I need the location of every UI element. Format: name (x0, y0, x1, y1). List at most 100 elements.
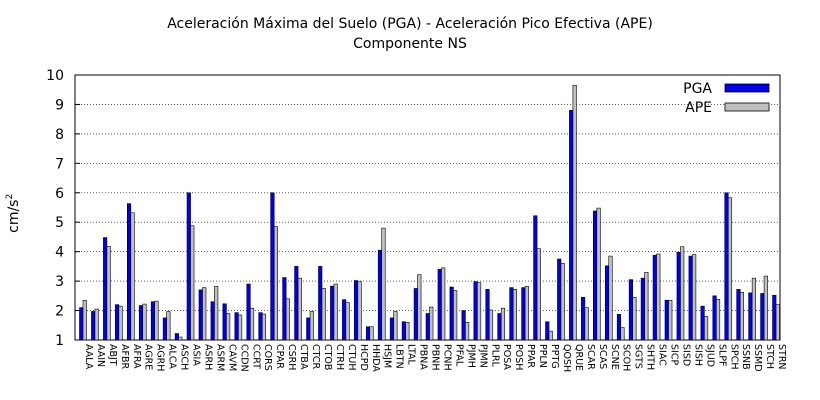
x-tick-label: CTUH (346, 344, 357, 371)
bar-ape-scar (584, 307, 589, 341)
x-tick-label: SIAC (657, 344, 668, 366)
bar-ape-ssnb (739, 291, 745, 341)
bar-ape-afra (130, 212, 135, 341)
x-tick-label: CTRH (334, 344, 345, 370)
bar-pga-posa (497, 313, 502, 341)
x-tick-label: CTCR (310, 344, 321, 370)
y-tick-label: 7 (55, 156, 64, 172)
x-tick-label: ASCH (179, 344, 190, 370)
x-tick-label: AFBR (119, 344, 130, 369)
x-tick-label: CSRH (286, 344, 297, 370)
bar-ape-slpf (716, 299, 721, 341)
x-tick-label: CORS (262, 344, 273, 371)
bar-pga-spch (724, 192, 729, 341)
bar-pga-cpar (270, 192, 275, 341)
x-tick-label: SHTH (645, 344, 656, 370)
bar-pga-pbna (413, 288, 418, 341)
bar-pga-aala (79, 307, 84, 341)
bar-pga-csrh (282, 277, 287, 341)
bar-ape-agrh (154, 300, 159, 341)
bar-ape-aala (82, 299, 87, 341)
y-tick-label: 4 (55, 245, 64, 261)
bar-ape-sicp (668, 299, 673, 341)
x-tick-label: ASRM (214, 344, 225, 371)
bar-pga-ltal (401, 321, 406, 341)
bar-ape-ccrt (249, 307, 255, 341)
x-tick-label: CPAR (274, 344, 285, 369)
bar-pga-ctuh (342, 299, 347, 341)
bar-ape-asch (178, 336, 183, 341)
bar-pga-posh (509, 287, 514, 341)
bar-pga-strn (772, 294, 777, 341)
x-tick-label: SISH (692, 344, 703, 366)
x-tick-label: LBTN (394, 344, 405, 369)
x-tick-label: SGTS (633, 344, 644, 369)
chart-title: Aceleración Máxima del Suelo (PGA) - Ace… (167, 16, 653, 32)
bar-pga-asrm (210, 301, 215, 341)
bar-ape-sish (692, 254, 697, 341)
y-tick-label: 3 (55, 274, 64, 290)
bar-ape-qosh (560, 263, 565, 341)
x-tick-label: SJUD (704, 344, 715, 367)
x-tick-label: CTBA (298, 344, 309, 370)
bar-ape-pjmn (477, 282, 482, 341)
bar-pga-pptg (545, 321, 550, 341)
x-tick-label: PPLN (537, 344, 548, 368)
bar-ape-alca (166, 311, 171, 341)
x-tick-label: SISD (680, 344, 691, 366)
bar-pga-ssnb (736, 289, 741, 341)
x-tick-label: SCNE (609, 344, 620, 370)
bar-pga-siac (652, 254, 657, 341)
bar-ape-sjud (704, 316, 709, 341)
x-tick-label: POSA (501, 344, 512, 370)
legend-label-ape: APE (685, 100, 712, 116)
x-tick-label: AAIN (95, 344, 106, 367)
x-tick-label: PLRL (489, 344, 500, 368)
bar-ape-hcpd (357, 281, 362, 341)
bar-ape-ctrh (333, 283, 338, 341)
x-tick-label: SLPF (716, 344, 727, 367)
plot-frame (74, 74, 781, 341)
bar-pga-sgts (628, 279, 633, 341)
x-tick-label: POSH (513, 344, 524, 370)
bar-pga-scne (604, 265, 610, 341)
bar-ape-agre (142, 303, 147, 341)
bar-ape-ctob (321, 288, 326, 341)
x-tick-label: CCRT (250, 344, 261, 369)
bar-pga-abjt (103, 237, 108, 341)
x-tick-label: ASRH (202, 344, 213, 370)
x-tick-label: CTOB (322, 344, 333, 370)
legend-swatch-ape (724, 102, 770, 112)
bar-ape-stch (763, 275, 768, 341)
bar-ape-pbnh (429, 306, 434, 341)
bar-pga-ccdn (234, 312, 239, 341)
bar-ape-hsjm (381, 227, 386, 341)
bar-pga-ssmd (748, 292, 753, 341)
x-tick-label: PPAR (525, 344, 536, 368)
bar-pga-scar (581, 297, 586, 341)
bar-pga-scoh (616, 314, 622, 341)
bar-pga-ppln (533, 215, 538, 341)
chart-subtitle: Componente NS (353, 36, 467, 52)
bar-pga-ctrh (330, 285, 335, 341)
x-tick-label: HHDA (370, 344, 381, 372)
bar-ape-ctuh (345, 302, 350, 341)
bar-ape-pcnh (441, 267, 446, 341)
bar-pga-agrh (150, 301, 155, 341)
bar-ape-ctcr (309, 311, 314, 341)
bar-ape-ltal (405, 322, 410, 341)
x-tick-label: AGRE (143, 344, 154, 370)
bar-pga-sicp (664, 299, 669, 341)
bar-ape-cpar (273, 226, 278, 341)
bar-pga-asch (174, 333, 179, 341)
x-tick-label: ABJT (107, 344, 118, 366)
bar-ape-afbr (118, 305, 123, 341)
x-tick-label: CCDN (238, 344, 249, 372)
x-tick-label: QRUE (573, 344, 584, 371)
bar-ape-abjt (106, 246, 111, 341)
bar-pga-plrl (485, 289, 490, 341)
bar-pga-aain (91, 311, 96, 341)
bar-ape-sisd (680, 246, 685, 341)
x-tick-label: LTAL (406, 344, 417, 366)
bar-ape-spch (727, 197, 733, 341)
